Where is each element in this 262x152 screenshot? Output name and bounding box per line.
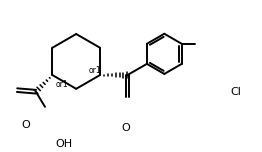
Text: OH: OH [55, 139, 73, 149]
Text: O: O [121, 123, 130, 133]
Text: Cl: Cl [230, 87, 241, 97]
Text: O: O [21, 120, 30, 130]
Text: or1: or1 [56, 80, 68, 89]
Text: or1: or1 [88, 66, 101, 75]
